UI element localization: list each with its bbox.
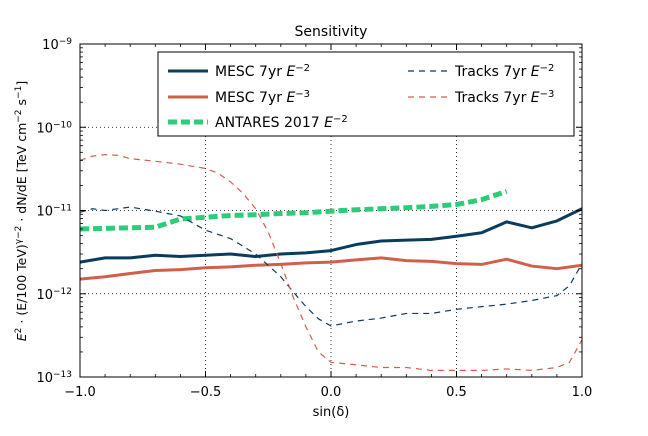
x-tick-label: 1.0	[572, 385, 593, 400]
legend-label-exponent: −2	[295, 63, 310, 74]
legend-label-e: E	[324, 115, 333, 131]
y-tick-label: 10−13	[36, 370, 72, 386]
y-axis-label-mid: · (E/100 TeV)	[14, 244, 29, 327]
y-tick-exponent: −13	[53, 370, 72, 380]
y-tick-exponent: −11	[53, 204, 72, 214]
series-layer	[79, 153, 583, 372]
legend-label-1: MESC 7yr E−3	[215, 89, 310, 107]
y-axis-label-cm-sup: −2	[14, 109, 24, 122]
y-tick-exponent: −9	[59, 37, 73, 47]
x-tick-label: −1.0	[64, 385, 96, 400]
legend-label-text: Tracks 7yr	[454, 90, 531, 106]
y-axis-label: E2 · (E/100 TeV)γ−2 · dN/dE [TeV cm−2 s−…	[14, 81, 29, 341]
legend-label-exponent: −2	[333, 114, 348, 125]
legend-label-exponent: −2	[540, 63, 555, 74]
legend-label-e: E	[286, 64, 295, 80]
y-axis-label-dnde: · dN/dE [TeV cm	[14, 123, 29, 226]
series-line-3	[79, 206, 583, 327]
y-axis-label-s-sup: −1	[14, 86, 24, 99]
y-tick-label: 10−9	[42, 37, 72, 53]
legend-label-e: E	[531, 90, 540, 106]
series-line-1	[79, 256, 583, 281]
x-axis-label: sin(δ)	[313, 405, 350, 420]
legend-label-text: Tracks 7yr	[454, 64, 531, 80]
y-tick-label: 10−11	[36, 204, 72, 220]
x-tick-label: 0.5	[446, 385, 467, 400]
legend-box	[157, 51, 575, 137]
y-axis-label-gamma-sup: γ−2	[14, 226, 24, 245]
legend-label-exponent: −3	[540, 89, 555, 100]
y-tick-base: 10	[36, 371, 53, 386]
legend-label-e: E	[286, 90, 295, 106]
legend-label-4: Tracks 7yr E−3	[454, 89, 554, 107]
x-tick-label: 0.0	[321, 385, 342, 400]
y-axis-label-close: ]	[14, 81, 29, 86]
tick-layer: −1.0 −0.5 0.0 0.5 1.010−1310−1210−1110−1010−…	[36, 37, 592, 400]
y-tick-exponent: −12	[53, 287, 72, 297]
y-axis-label-group: E2 · (E/100 TeV)γ−2 · dN/dE [TeV cm−2 s−…	[14, 81, 29, 341]
y-tick-label: 10−12	[36, 287, 72, 303]
legend-label-e: E	[531, 64, 540, 80]
y-tick-base: 10	[36, 288, 53, 303]
chart-title: Sensitivity	[295, 24, 368, 40]
y-tick-base: 10	[36, 121, 53, 136]
x-tick-label: −0.5	[190, 385, 222, 400]
legend-label-3: Tracks 7yr E−2	[454, 63, 554, 81]
legend-label-text: ANTARES 2017	[215, 115, 324, 131]
y-axis-label-s: s	[14, 99, 29, 110]
y-tick-label: 10−10	[36, 120, 72, 136]
series-line-2	[79, 188, 508, 232]
y-tick-base: 10	[36, 205, 53, 220]
legend-label-2: ANTARES 2017 E−2	[215, 114, 348, 132]
legend-label-text: MESC 7yr	[215, 90, 286, 106]
y-tick-exponent: −10	[53, 120, 72, 130]
legend-label-0: MESC 7yr E−2	[215, 63, 310, 81]
series-line-0	[79, 207, 583, 264]
legend-label-exponent: −3	[295, 89, 310, 100]
series-line-4	[79, 153, 583, 372]
y-tick-base: 10	[42, 38, 59, 53]
y-axis-label-e2: E	[14, 333, 29, 341]
y-axis-label-e2-sup: 2	[14, 328, 24, 334]
legend-label-text: MESC 7yr	[215, 64, 286, 80]
